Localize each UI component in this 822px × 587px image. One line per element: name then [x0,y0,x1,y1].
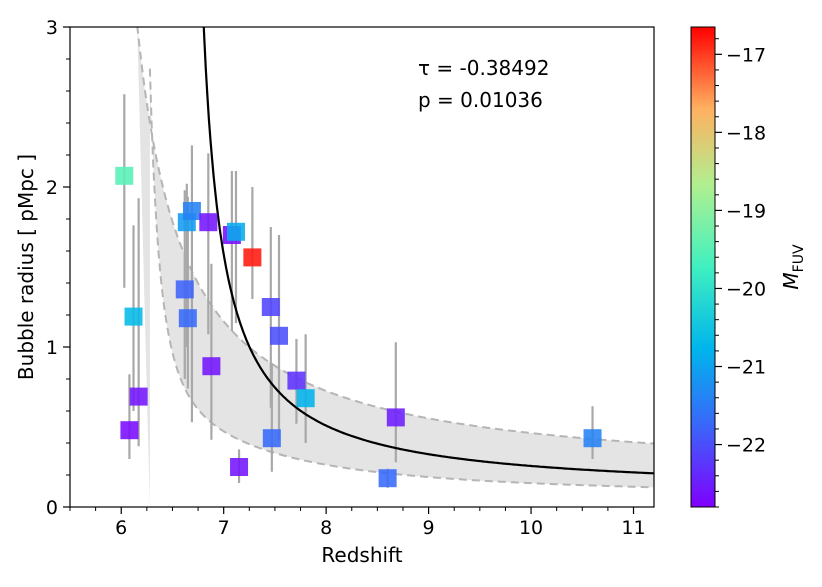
data-point [230,458,249,476]
y-axis-label: Bubble radius [ pMpc ] [14,154,38,380]
data-point [182,202,201,220]
data-point [120,421,139,440]
data-point [175,280,194,299]
data-point [178,309,197,328]
plot-frame [69,26,655,508]
y-tick-label: 3 [46,17,58,39]
data-point [261,298,280,316]
data-point [262,429,281,448]
data-point [386,408,405,427]
colorbar-tick-label: −21 [726,357,766,379]
band-upper-edge [136,27,654,445]
colorbar-tick-label: −19 [726,200,766,222]
data-point [129,387,148,406]
x-axis-label: Redshift [321,543,402,567]
confidence-band [137,27,654,507]
data-point [270,326,289,345]
p-annotation: p = 0.01036 [418,88,543,112]
data-point [124,307,143,326]
colorbar-label: MFUV [779,244,807,290]
x-tick-label: 8 [320,517,332,539]
data-point [199,213,218,232]
colorbar-tick-label: −20 [726,278,766,300]
x-tick-label: 11 [621,517,645,539]
x-tick-label: 6 [115,517,127,539]
colorbar-tick-label: −17 [726,44,766,66]
colorbar-ticks: −17 −18 −19 −20 −21 −22 [715,38,766,508]
data-point [115,166,134,185]
tau-annotation: τ = -0.38492 [418,56,549,80]
band-lower-edge [148,68,654,489]
y-tick-label: 2 [46,177,58,199]
data-point [243,248,262,267]
data-point [202,357,221,376]
y-tick-label: 1 [46,337,58,359]
data-point [296,389,315,408]
data-markers [115,166,602,488]
colorbar-tick-label: −22 [726,435,766,457]
y-tick-label: 0 [46,497,58,519]
x-tick-label: 9 [423,517,435,539]
x-tick-label: 10 [519,517,543,539]
data-point [226,222,245,241]
data-point [378,469,397,488]
colorbar [690,26,716,508]
fit-curve [202,27,654,475]
data-point [287,371,306,390]
y-axis-ticks: 0 1 2 3 [46,17,70,519]
data-point [583,429,602,448]
x-axis-ticks: 6 7 8 9 10 11 [69,507,646,539]
colorbar-tick-label: −18 [726,122,766,144]
x-tick-label: 7 [218,517,230,539]
svg-text:MFUV: MFUV [779,244,807,290]
